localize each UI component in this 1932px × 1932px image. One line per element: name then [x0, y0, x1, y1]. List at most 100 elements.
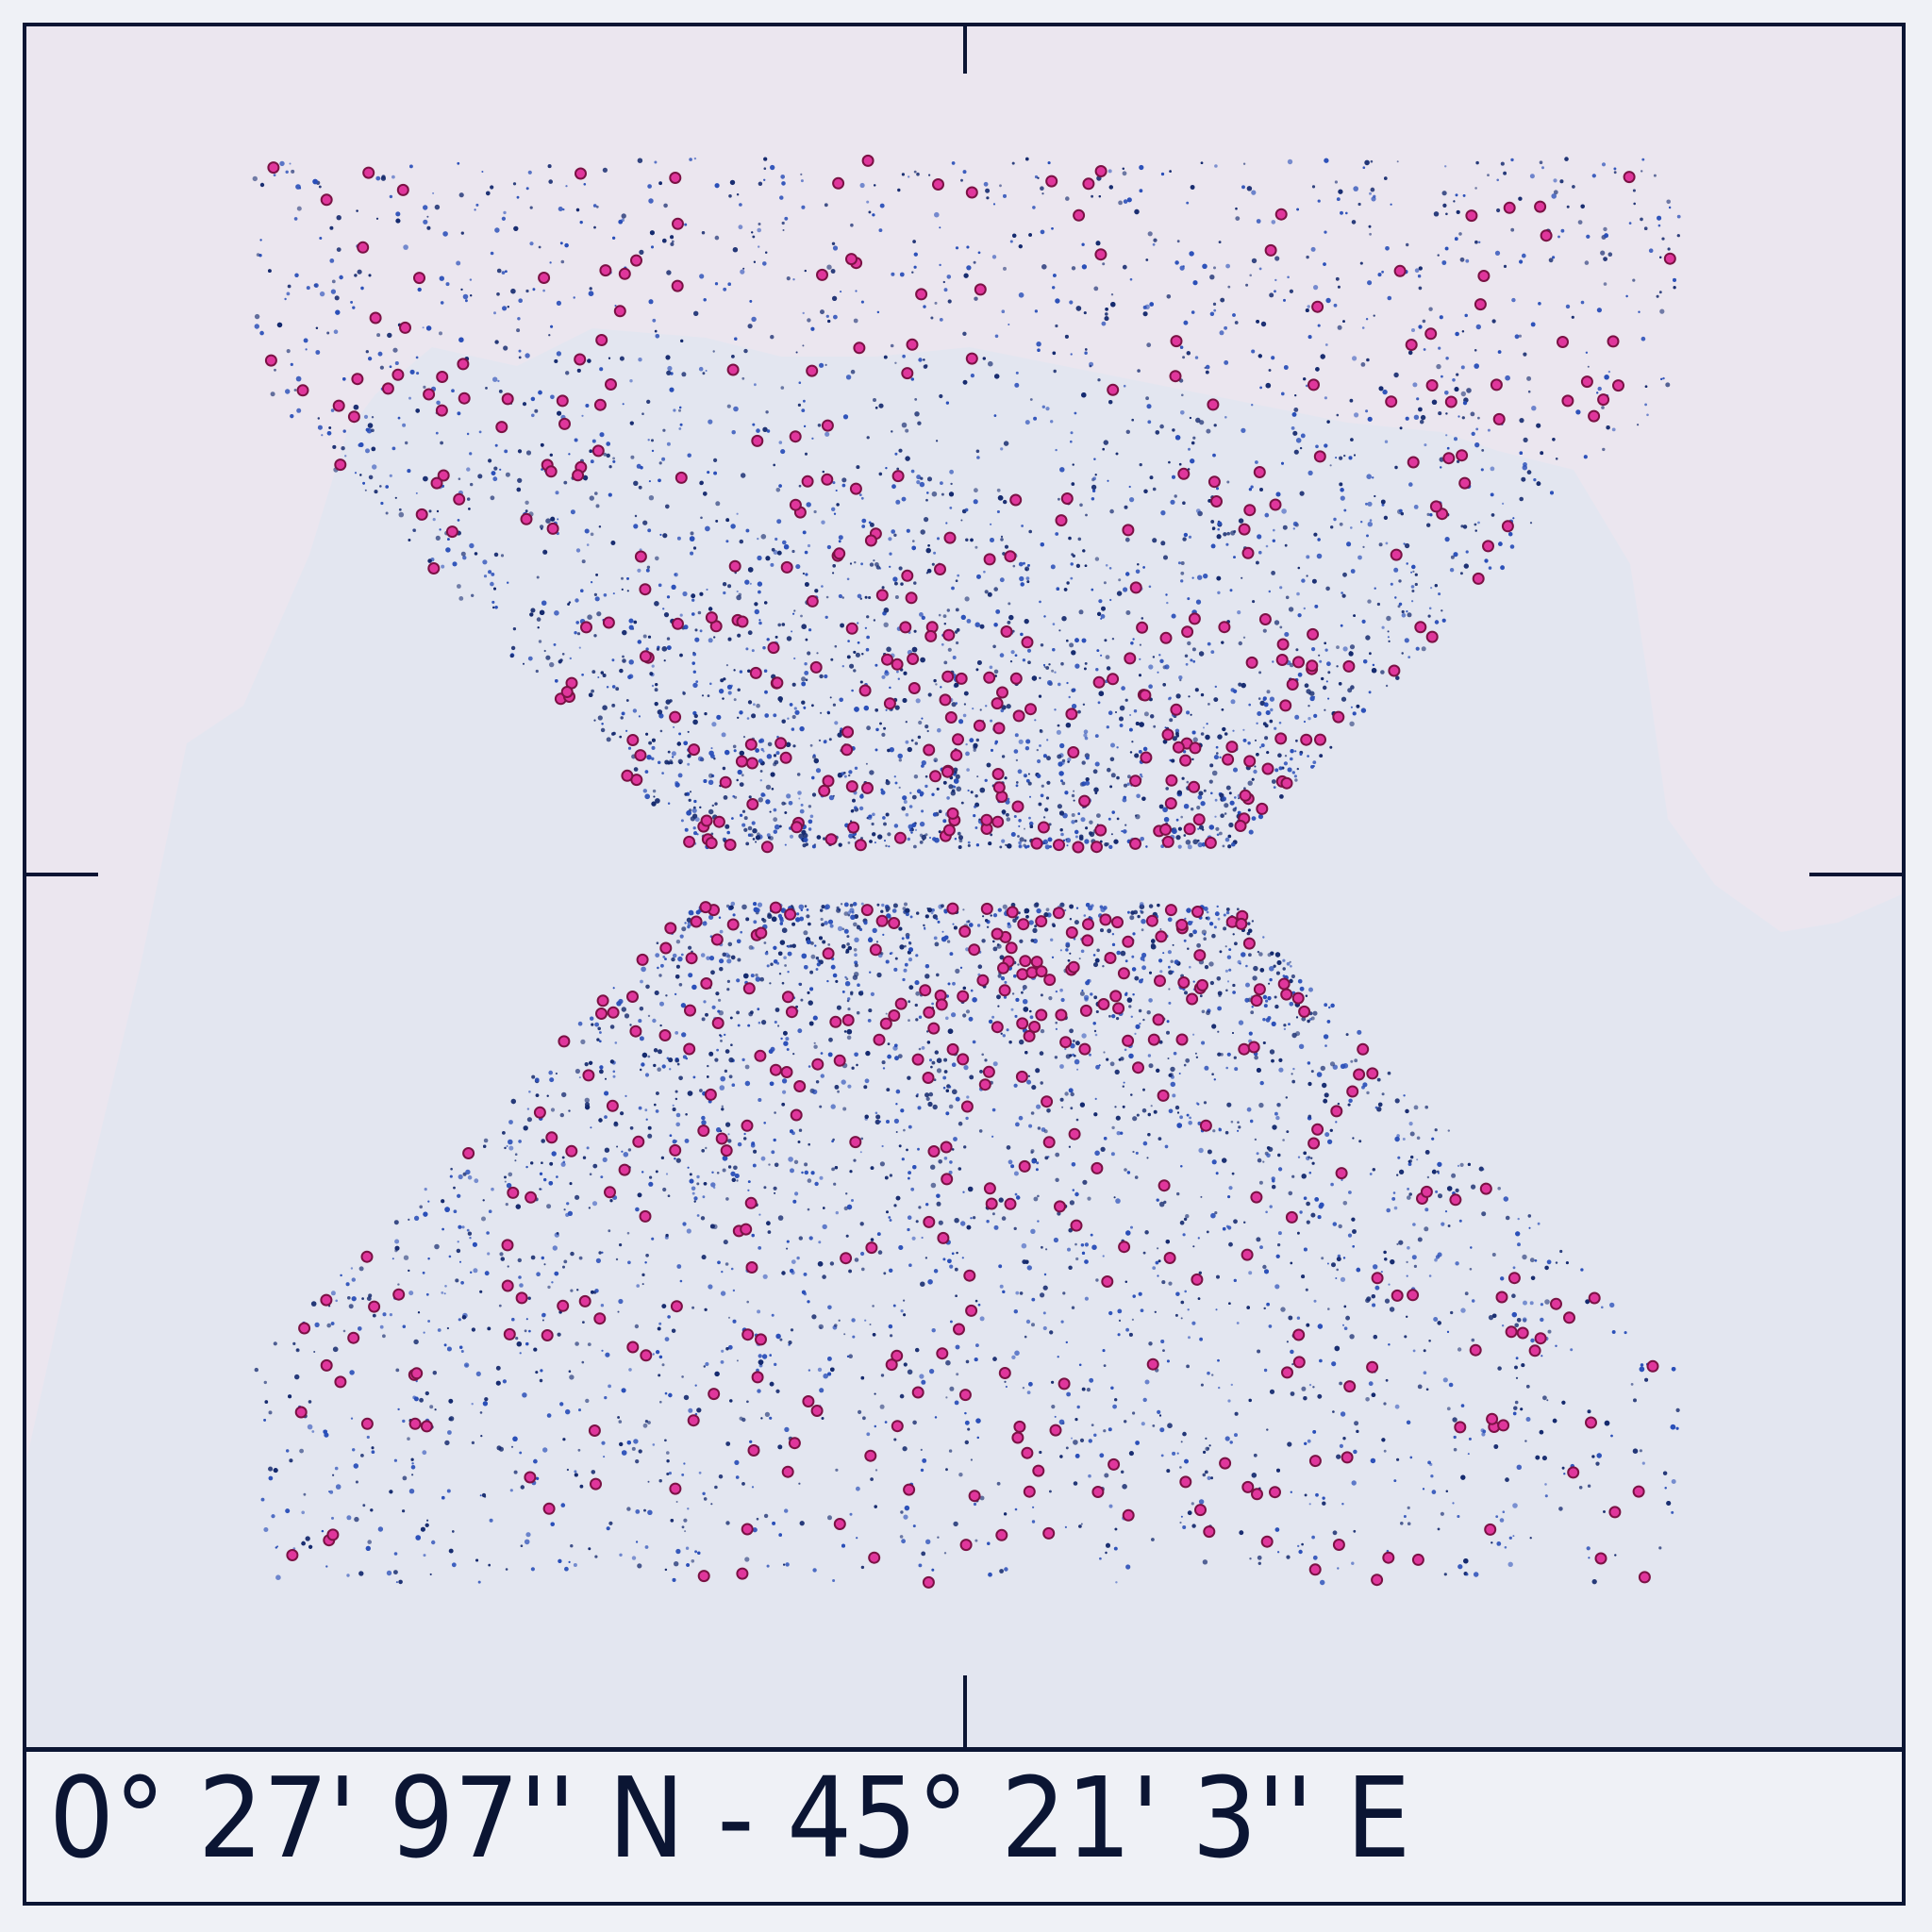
data-point: [1372, 476, 1374, 479]
data-point: [301, 1510, 306, 1515]
data-point: [1123, 384, 1126, 388]
data-point: [664, 1337, 670, 1341]
data-point: [1021, 991, 1024, 994]
data-point: [911, 794, 917, 800]
data-point: [962, 713, 967, 718]
data-point: [765, 410, 769, 414]
data-point: [1301, 578, 1306, 583]
data-point: [1091, 194, 1093, 198]
data-point: [1187, 1308, 1190, 1311]
data-point: [1339, 522, 1343, 526]
data-point: [1396, 160, 1399, 163]
data-point: [1146, 342, 1152, 348]
data-point: [983, 181, 989, 187]
data-point: [943, 1058, 948, 1062]
data-point: [826, 979, 829, 983]
data-point: [931, 1328, 936, 1333]
data-point: [757, 581, 763, 587]
data-point: [614, 1041, 618, 1044]
data-point: [1170, 499, 1175, 505]
data-point: [1032, 206, 1036, 209]
data-point: [480, 1435, 483, 1438]
data-point: [1474, 523, 1477, 526]
data-point: [713, 458, 718, 462]
data-point: [623, 1152, 629, 1158]
data-point: [943, 1070, 948, 1074]
data-point: [894, 595, 899, 599]
data-point: [936, 973, 940, 977]
data-point: [895, 1131, 898, 1133]
data-point: [457, 161, 460, 165]
data-point: [859, 1151, 862, 1154]
data-point: [691, 1306, 695, 1309]
data-point: [1003, 499, 1008, 505]
data-point: [1408, 1192, 1412, 1196]
data-point: [1291, 974, 1295, 979]
data-point: [1412, 382, 1418, 388]
data-point: [1071, 1306, 1075, 1309]
data-point: [893, 1118, 900, 1124]
data-point: [1502, 1510, 1506, 1513]
data-point: [1381, 1092, 1385, 1096]
data-point: [829, 924, 834, 928]
data-point: [1310, 246, 1316, 252]
data-point: [1412, 1223, 1416, 1226]
data-point: [1555, 458, 1558, 460]
data-point: [1580, 204, 1585, 209]
data-point: [1187, 597, 1191, 601]
data-point: [1200, 1195, 1203, 1198]
map-canvas: [26, 26, 1902, 1748]
data-point: [1658, 1546, 1662, 1550]
data-point: [638, 358, 642, 362]
data-point: [1212, 1129, 1216, 1133]
data-point: [493, 466, 498, 471]
data-point: [897, 188, 901, 192]
data-point: [1529, 1257, 1535, 1263]
data-point: [1062, 1291, 1066, 1295]
data-point: [1414, 573, 1418, 576]
data-point: [371, 446, 376, 452]
data-point: [916, 475, 922, 480]
data-point: [972, 708, 974, 710]
data-point: [659, 1024, 662, 1027]
data-point: [665, 355, 671, 360]
data-point: [1414, 268, 1420, 274]
data-point: [1290, 1391, 1295, 1396]
data-point: [519, 1283, 524, 1288]
data-point: [1074, 1058, 1080, 1065]
data-point: [921, 1236, 924, 1240]
data-point: [1336, 645, 1340, 649]
data-point: [445, 282, 450, 287]
data-point: [1282, 1139, 1285, 1141]
data-point: [1152, 242, 1156, 246]
data-point: [545, 655, 551, 660]
data-point: [851, 1318, 856, 1323]
data-point: [1142, 1397, 1147, 1403]
data-point: [403, 1255, 409, 1260]
data-point: [389, 194, 393, 199]
data-point: [1257, 1349, 1261, 1354]
data-point: [331, 279, 336, 284]
data-point: [1050, 564, 1056, 570]
data-point: [540, 1369, 543, 1373]
data-point: [1100, 614, 1106, 619]
data-point: [612, 1074, 616, 1078]
data-point: [1401, 613, 1407, 618]
data-point: [745, 841, 750, 846]
data-point: [824, 431, 830, 437]
data-point: [284, 297, 287, 301]
data-point: [1546, 1259, 1552, 1265]
data-point: [700, 516, 703, 520]
data-point: [422, 326, 425, 329]
data-point: [259, 330, 264, 336]
data-point: [1546, 1399, 1549, 1402]
data-point: [693, 157, 697, 160]
data-point: [1074, 920, 1079, 925]
data-point: [460, 288, 463, 291]
data-point: [1088, 1474, 1091, 1478]
data-point: [691, 1559, 695, 1563]
data-point: [1124, 698, 1128, 702]
data-point: [1105, 564, 1108, 567]
data-point: [955, 774, 960, 780]
data-point: [1441, 375, 1443, 378]
